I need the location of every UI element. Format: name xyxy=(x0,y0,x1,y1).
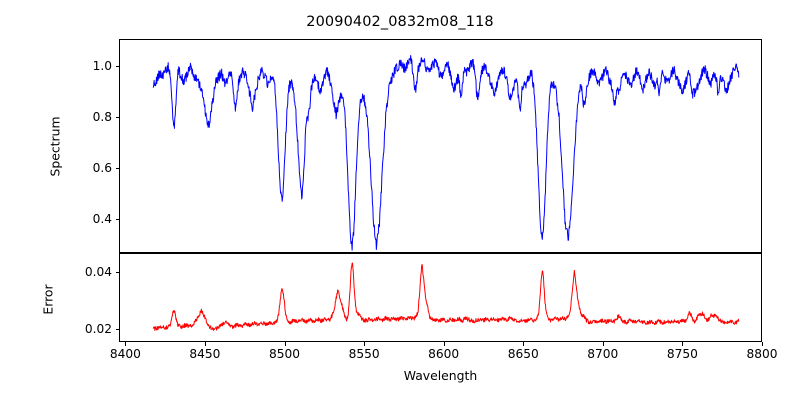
x-ticklabel: 8750 xyxy=(666,347,698,361)
error-axis-label: Error xyxy=(40,284,56,315)
x-ticklabel: 8600 xyxy=(428,347,460,361)
error-line-plot xyxy=(120,254,761,341)
error-y-tick xyxy=(115,272,119,274)
spectrum-line-plot xyxy=(120,40,761,252)
x-ticklabel: 8450 xyxy=(189,347,221,361)
spectrum-y-tick xyxy=(115,218,119,220)
spectrum-y-tick xyxy=(115,167,119,169)
x-ticklabel: 8550 xyxy=(348,347,380,361)
x-ticklabel: 8500 xyxy=(268,347,301,361)
spectrum-axis-label: Spectrum xyxy=(47,116,63,177)
error-axes xyxy=(119,253,762,342)
spectrum-axes xyxy=(119,39,762,253)
error-y-ticklabel: 0.04 xyxy=(84,265,112,280)
x-tick xyxy=(125,342,127,346)
x-tick xyxy=(762,342,764,346)
spectrum-y-tick xyxy=(115,116,119,118)
spectrum-y-ticklabel: 1.0 xyxy=(92,58,112,73)
figure-title: 20090402_0832m08_118 xyxy=(306,14,494,30)
x-ticklabel: 8700 xyxy=(587,347,619,361)
x-tick xyxy=(602,342,604,346)
spectrum-y-ticklabel: 0.4 xyxy=(92,211,112,226)
x-ticklabel: 8650 xyxy=(507,347,539,361)
spectrum-y-tick xyxy=(115,65,119,67)
x-tick xyxy=(443,342,445,346)
x-tick xyxy=(682,342,684,346)
error-y-ticklabel: 0.02 xyxy=(84,322,112,337)
x-tick xyxy=(204,342,206,346)
x-tick xyxy=(523,342,525,346)
x-tick xyxy=(364,342,366,346)
x-tick xyxy=(284,342,286,346)
x-ticklabel: 8400 xyxy=(109,347,141,361)
x-axis-label: Wavelength xyxy=(403,368,478,383)
x-ticklabel: 8800 xyxy=(746,347,778,361)
error-y-tick xyxy=(115,329,119,331)
spectrum-y-ticklabel: 0.8 xyxy=(92,109,112,124)
spectrum-y-ticklabel: 0.6 xyxy=(92,160,112,175)
